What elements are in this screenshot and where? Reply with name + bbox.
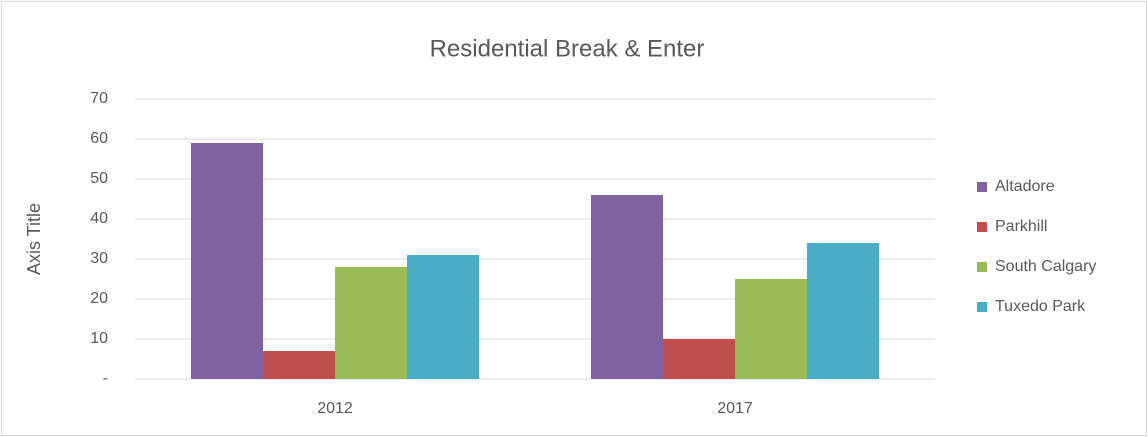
legend-label: South Calgary (995, 258, 1096, 275)
legend-swatch (977, 222, 987, 232)
legend-label: Parkhill (995, 218, 1047, 235)
bar (407, 255, 479, 379)
legend-label: Altadore (995, 178, 1055, 195)
legend-label: Tuxedo Park (995, 298, 1086, 315)
y-tick-label: 40 (90, 210, 108, 227)
y-axis-title: Axis Title (24, 203, 44, 275)
bar (663, 339, 735, 379)
x-tick-label: 2017 (717, 400, 753, 417)
x-tick-label: 2012 (317, 400, 353, 417)
y-tick-label: 30 (90, 250, 108, 267)
bar (191, 143, 263, 379)
bar (263, 351, 335, 379)
y-tick-label: 20 (90, 290, 108, 307)
bar (335, 267, 407, 379)
y-tick-label: 60 (90, 130, 108, 147)
chart-title: Residential Break & Enter (430, 35, 705, 62)
bar (807, 243, 879, 379)
y-tick-label: 10 (90, 330, 108, 347)
y-tick-label: - (103, 370, 108, 387)
legend-swatch (977, 302, 987, 312)
legend-swatch (977, 182, 987, 192)
y-tick-label: 70 (90, 90, 108, 107)
y-tick-label: 50 (90, 170, 108, 187)
bar (735, 279, 807, 379)
bar (591, 195, 663, 379)
legend-swatch (977, 262, 987, 272)
